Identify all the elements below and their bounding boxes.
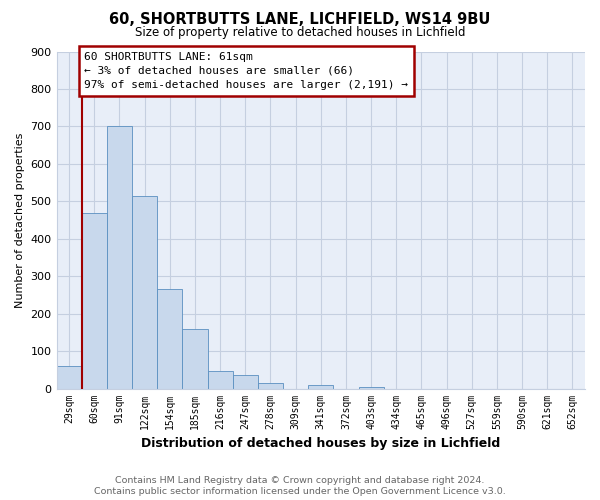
Bar xyxy=(82,212,107,388)
Text: Size of property relative to detached houses in Lichfield: Size of property relative to detached ho… xyxy=(135,26,465,39)
Bar xyxy=(258,384,283,388)
Bar xyxy=(107,126,132,388)
Bar xyxy=(132,196,157,388)
Text: 60 SHORTBUTTS LANE: 61sqm
← 3% of detached houses are smaller (66)
97% of semi-d: 60 SHORTBUTTS LANE: 61sqm ← 3% of detach… xyxy=(84,52,408,90)
Y-axis label: Number of detached properties: Number of detached properties xyxy=(15,132,25,308)
X-axis label: Distribution of detached houses by size in Lichfield: Distribution of detached houses by size … xyxy=(141,437,500,450)
Text: 60, SHORTBUTTS LANE, LICHFIELD, WS14 9BU: 60, SHORTBUTTS LANE, LICHFIELD, WS14 9BU xyxy=(109,12,491,28)
Bar xyxy=(182,328,208,388)
Bar xyxy=(233,376,258,388)
Bar xyxy=(157,290,182,388)
Text: Contains HM Land Registry data © Crown copyright and database right 2024.: Contains HM Land Registry data © Crown c… xyxy=(115,476,485,485)
Bar xyxy=(56,366,82,388)
Bar xyxy=(308,385,334,388)
Bar xyxy=(359,386,383,388)
Bar xyxy=(208,370,233,388)
Text: Contains public sector information licensed under the Open Government Licence v3: Contains public sector information licen… xyxy=(94,487,506,496)
